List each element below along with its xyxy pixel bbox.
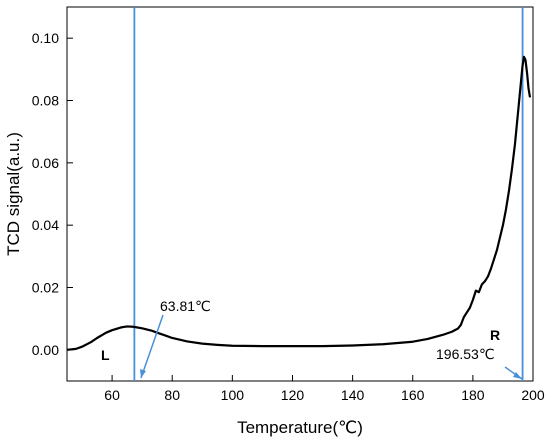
y-tick-label: 0.10 — [32, 30, 59, 46]
x-tick-label: 80 — [164, 387, 180, 403]
x-tick-label: 120 — [281, 387, 305, 403]
y-tick-label: 0.08 — [32, 93, 59, 109]
series-line — [67, 55, 532, 351]
x-axis-title: Temperature(℃) — [237, 418, 363, 437]
y-axis-title: TCD signal(a.u.) — [4, 132, 23, 256]
y-tick-label: 0.00 — [32, 342, 59, 358]
marker-label: 63.81℃ — [160, 298, 211, 314]
x-tick-label: 180 — [461, 387, 485, 403]
region-label: L — [101, 347, 110, 363]
marker-arrow — [140, 314, 164, 379]
plot-area — [66, 6, 534, 382]
plot-layers — [67, 7, 532, 381]
region-label: R — [490, 327, 500, 343]
x-tick-label: 200 — [521, 387, 545, 403]
x-tick-label: 140 — [341, 387, 365, 403]
y-tick-label: 0.04 — [32, 217, 59, 233]
marker-arrowhead — [513, 372, 522, 379]
axis-ticks: 60 80 100 120 140 160 180 200 0.00 0.02 0.04 0.06 0.… — [32, 30, 545, 403]
annotations: 63.81℃ 196.53℃ L R — [101, 298, 523, 380]
y-tick-label: 0.06 — [32, 155, 59, 171]
y-tick-label: 0.02 — [32, 280, 59, 296]
marker-label: 196.53℃ — [436, 346, 495, 362]
x-tick-label: 100 — [221, 387, 245, 403]
marker-arrowhead — [140, 369, 146, 378]
x-tick-label: 160 — [401, 387, 425, 403]
x-tick-label: 60 — [104, 387, 120, 403]
